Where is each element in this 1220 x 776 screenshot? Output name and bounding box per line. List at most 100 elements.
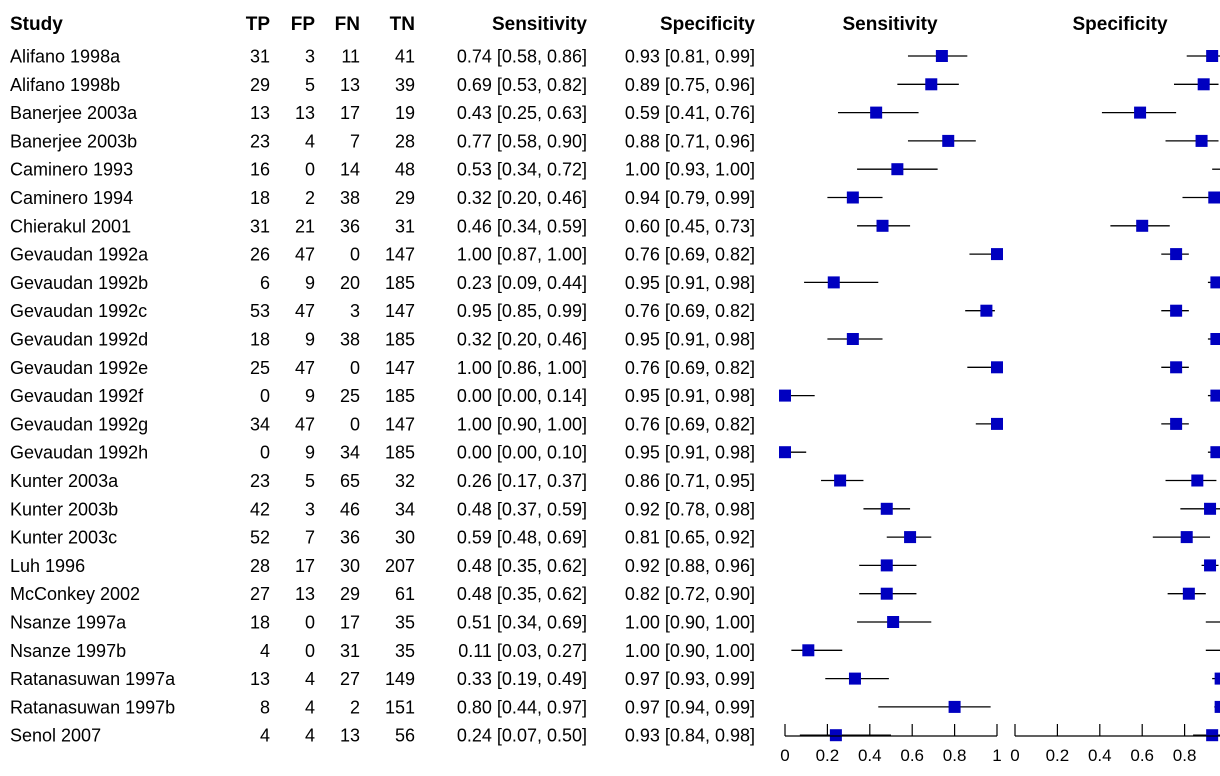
cell-spec-text: 0.81 [0.65, 0.92] (625, 528, 755, 548)
table-row: Kunter 2003b 42 3 46 34 0.48 [0.37, 0.59] 0.92… (10, 499, 755, 519)
specificity-point (1206, 729, 1219, 742)
cell-study: Kunter 2003c (10, 528, 117, 548)
cell-sens-text: 0.48 [0.37, 0.59] (457, 499, 587, 519)
sensitivity-tick-label: 1 (992, 746, 1001, 765)
cell-tn: 28 (395, 131, 415, 151)
cell-sens-text: 0.95 [0.85, 0.99] (457, 301, 587, 321)
header-specificity: Specificity (660, 14, 755, 35)
sensitivity-point (876, 219, 889, 232)
table-row: Gevaudan 1992e 25 47 0 147 1.00 [0.86, 1.00] 0… (10, 358, 755, 378)
cell-tp: 23 (250, 471, 270, 491)
table-row: Gevaudan 1992a 26 47 0 147 1.00 [0.87, 1.00] 0… (10, 245, 755, 265)
cell-sens-text: 0.23 [0.09, 0.44] (457, 273, 587, 293)
cell-spec-text: 0.93 [0.84, 0.98] (625, 726, 755, 746)
cell-tn: 56 (395, 726, 415, 746)
cell-fp: 4 (305, 131, 315, 151)
cell-spec-text: 0.76 [0.69, 0.82] (625, 358, 755, 378)
cell-fn: 0 (350, 414, 360, 434)
cell-fn: 34 (340, 443, 360, 463)
cell-spec-text: 0.76 [0.69, 0.82] (625, 245, 755, 265)
cell-spec-text: 0.95 [0.91, 0.98] (625, 386, 755, 406)
cell-tp: 27 (250, 584, 270, 604)
cell-spec-text: 0.82 [0.72, 0.90] (625, 584, 755, 604)
cell-study: Senol 2007 (10, 726, 101, 746)
cell-fn: 20 (340, 273, 360, 293)
cell-fp: 5 (305, 471, 315, 491)
cell-sens-text: 0.69 [0.53, 0.82] (457, 75, 587, 95)
header-study: Study (10, 14, 63, 35)
cell-sens-text: 0.32 [0.20, 0.46] (457, 188, 587, 208)
sensitivity-tick-label: 0 (780, 746, 789, 765)
table-row: Gevaudan 1992h 0 9 34 185 0.00 [0.00, 0.10] 0.… (10, 443, 755, 463)
cell-tn: 185 (385, 330, 415, 350)
specificity-point (1170, 248, 1183, 261)
table-row: McConkey 2002 27 13 29 61 0.48 [0.35, 0.62] 0.… (10, 584, 755, 604)
cell-sens-text: 0.26 [0.17, 0.37] (457, 471, 587, 491)
cell-tn: 48 (395, 160, 415, 180)
cell-sens-text: 0.48 [0.35, 0.62] (457, 584, 587, 604)
specificity-tick-label: 0 (1010, 746, 1019, 765)
cell-fp: 5 (305, 75, 315, 95)
cell-sens-text: 0.00 [0.00, 0.14] (457, 386, 587, 406)
cell-study: Ratanasuwan 1997b (10, 697, 175, 717)
sensitivity-point (948, 700, 961, 713)
cell-tp: 23 (250, 131, 270, 151)
sensitivity-point (802, 644, 815, 657)
cell-fp: 4 (305, 669, 315, 689)
cell-study: Gevaudan 1992g (10, 414, 148, 434)
cell-fn: 14 (340, 160, 360, 180)
cell-fp: 0 (305, 641, 315, 661)
table-row: Nsanze 1997a 18 0 17 35 0.51 [0.34, 0.69] 1.00… (10, 613, 755, 633)
cell-tp: 13 (250, 103, 270, 123)
cell-sens-text: 0.51 [0.34, 0.69] (457, 613, 587, 633)
sensitivity-point (834, 474, 847, 487)
cell-spec-text: 0.92 [0.88, 0.96] (625, 556, 755, 576)
cell-sens-text: 0.48 [0.35, 0.62] (457, 556, 587, 576)
sensitivity-tick-label: 0.6 (900, 746, 924, 765)
sensitivity-point (829, 729, 842, 742)
cell-study: Chierakul 2001 (10, 216, 131, 236)
cell-sens-text: 0.74 [0.58, 0.86] (457, 47, 587, 67)
sensitivity-tick-label: 0.8 (943, 746, 967, 765)
cell-study: Gevaudan 1992b (10, 273, 148, 293)
cell-fn: 13 (340, 75, 360, 95)
cell-tn: 30 (395, 528, 415, 548)
cell-tn: 147 (385, 245, 415, 265)
cell-fn: 17 (340, 103, 360, 123)
cell-sens-text: 0.46 [0.34, 0.59] (457, 216, 587, 236)
cell-sens-text: 0.53 [0.34, 0.72] (457, 160, 587, 180)
cell-spec-text: 0.76 [0.69, 0.82] (625, 301, 755, 321)
specificity-point (1210, 276, 1220, 289)
table-row: Luh 1996 28 17 30 207 0.48 [0.35, 0.62] 0.92 [… (10, 556, 755, 576)
cell-tp: 0 (260, 386, 270, 406)
cell-sens-text: 0.00 [0.00, 0.10] (457, 443, 587, 463)
header-sensitivity: Sensitivity (492, 14, 587, 35)
cell-study: Gevaudan 1992a (10, 245, 149, 265)
sensitivity-point (991, 248, 1003, 261)
cell-fn: 36 (340, 528, 360, 548)
cell-fn: 17 (340, 613, 360, 633)
specificity-point (1210, 333, 1220, 345)
sensitivity-point (991, 417, 1003, 430)
cell-spec-text: 0.93 [0.81, 0.99] (625, 47, 755, 67)
specificity-point (1182, 587, 1195, 600)
table-row: Alifano 1998b 29 5 13 39 0.69 [0.53, 0.82] 0.8… (10, 75, 755, 95)
sensitivity-point (887, 616, 900, 628)
table-row: Gevaudan 1992c 53 47 3 147 0.95 [0.85, 0.99] 0… (10, 301, 755, 321)
cell-fp: 21 (295, 216, 315, 236)
cell-tp: 18 (250, 330, 270, 350)
cell-tn: 35 (395, 641, 415, 661)
sensitivity-point (935, 50, 948, 62)
specificity-point (1195, 134, 1208, 147)
sensitivity-point (880, 502, 893, 515)
specificity-point (1214, 672, 1220, 685)
cell-tn: 29 (395, 188, 415, 208)
cell-fn: 65 (340, 471, 360, 491)
cell-tp: 53 (250, 301, 270, 321)
cell-fp: 3 (305, 499, 315, 519)
cell-tp: 34 (250, 414, 270, 434)
cell-spec-text: 1.00 [0.90, 1.00] (625, 613, 755, 633)
cell-spec-text: 0.60 [0.45, 0.73] (625, 216, 755, 236)
cell-tp: 52 (250, 528, 270, 548)
